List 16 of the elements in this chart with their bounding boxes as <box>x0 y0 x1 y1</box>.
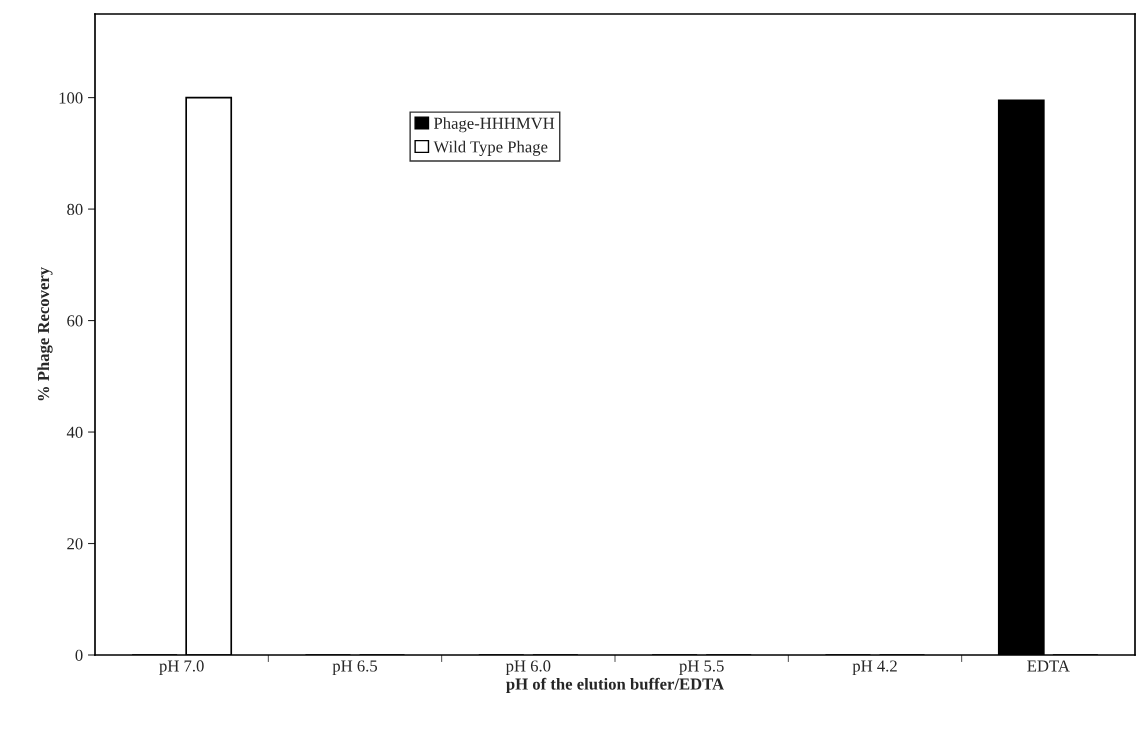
y-tick-label: 20 <box>67 538 83 550</box>
legend-label: Wild Type Phage <box>433 140 548 156</box>
y-tick-label: 0 <box>75 649 83 661</box>
legend-label: Phage-HHHMVH <box>433 117 555 133</box>
x-tick-label: pH 4.2 <box>852 660 897 675</box>
y-tick-label: 80 <box>67 203 83 216</box>
x-axis-title: pH of the elution buffer/EDTA <box>506 677 724 694</box>
y-tick-label: 60 <box>67 315 83 327</box>
x-tick-label: pH 6.5 <box>332 660 378 675</box>
x-tick-label: EDTA <box>1027 660 1070 672</box>
x-tick-label: pH 6.0 <box>505 660 551 675</box>
x-tick-label: pH 5.5 <box>679 660 724 675</box>
x-tick-label: pH 7.0 <box>159 660 204 675</box>
y-tick-label: 40 <box>66 426 83 438</box>
y-tick-label: 100 <box>59 92 83 104</box>
y-axis-title: % Phage Recovery <box>37 267 53 401</box>
